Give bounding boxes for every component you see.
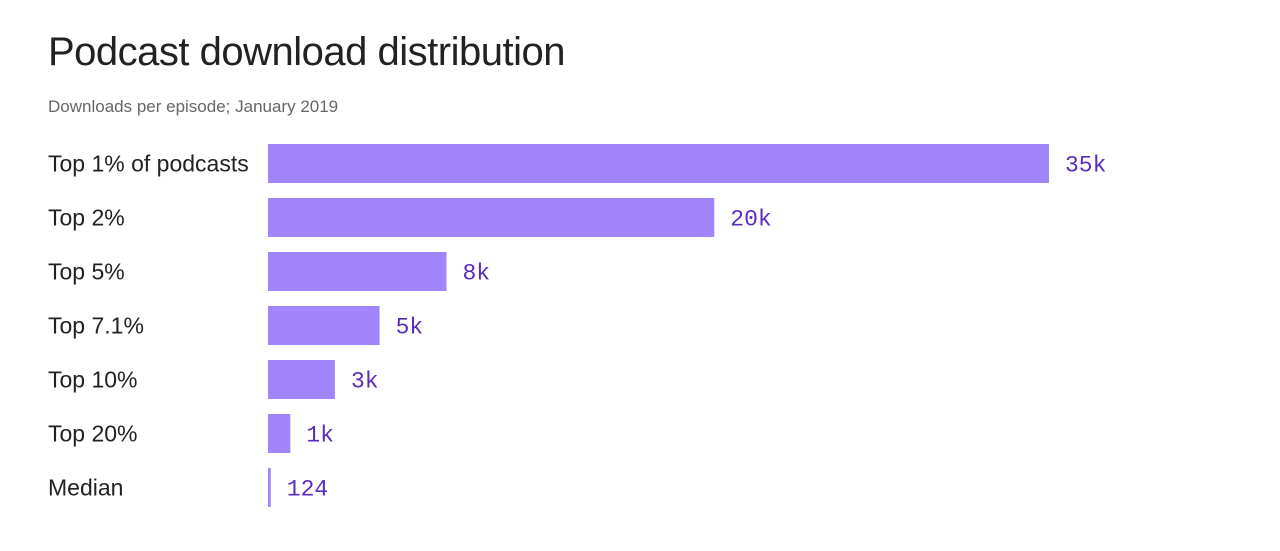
chart-title: Podcast download distribution [48, 30, 565, 74]
bar [268, 198, 715, 237]
bar [268, 414, 291, 453]
bar [268, 360, 335, 399]
category-label: Top 1% of podcasts [48, 151, 249, 177]
value-label: 3k [351, 369, 379, 395]
bar [268, 306, 380, 345]
value-label: 124 [287, 477, 328, 503]
value-label: 1k [306, 423, 334, 449]
category-label: Top 10% [48, 367, 138, 393]
chart-subtitle: Downloads per episode; January 2019 [48, 97, 339, 116]
category-label: Top 2% [48, 205, 125, 231]
value-label: 5k [396, 315, 424, 341]
category-label: Median [48, 475, 123, 501]
category-label: Top 7.1% [48, 313, 144, 339]
bar [268, 468, 271, 507]
value-label: 20k [730, 207, 771, 233]
bar [268, 144, 1049, 183]
bar [268, 252, 447, 291]
value-label: 35k [1065, 153, 1106, 179]
category-label: Top 5% [48, 259, 125, 285]
category-label: Top 20% [48, 421, 138, 447]
value-label: 8k [463, 261, 491, 287]
